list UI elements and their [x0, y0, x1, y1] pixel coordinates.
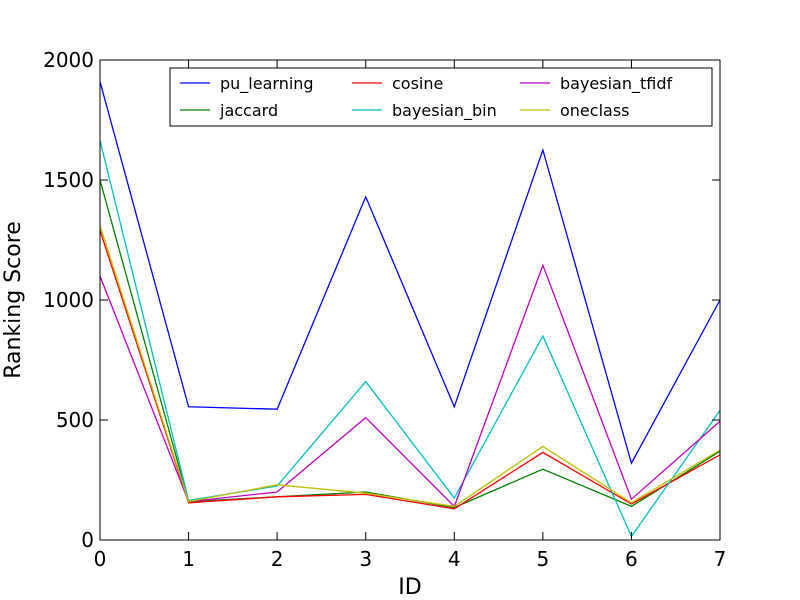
series-line-pu_learning: [99, 81, 721, 465]
legend-label-bayesian_bin: bayesian_bin: [392, 101, 497, 121]
series-line-oneclass: [99, 225, 721, 508]
x-tick-label: 4: [448, 547, 461, 571]
y-tick-label: 1500: [43, 168, 94, 192]
series-line-bayesian_tfidf: [99, 263, 721, 508]
y-tick-label: 500: [56, 408, 94, 432]
x-tick-label: 7: [714, 547, 727, 571]
legend-label-jaccard: jaccard: [219, 101, 278, 120]
y-tick-label: 0: [81, 528, 94, 552]
x-tick-labels: 0 1 2 3 4 5 6 7: [94, 547, 727, 571]
x-tick-label: 5: [536, 547, 549, 571]
plot-frame: [99, 59, 721, 541]
legend-label-bayesian_tfidf: bayesian_tfidf: [560, 74, 673, 94]
x-tick-label: 2: [271, 547, 284, 571]
y-tick-label: 1000: [43, 288, 94, 312]
series-line-cosine: [99, 230, 721, 510]
y-axis-label: Ranking Score: [1, 221, 26, 379]
legend-box: [169, 67, 713, 127]
y-tick-label: 2000: [43, 48, 94, 72]
x-tick-label: 6: [625, 547, 638, 571]
plot-background: [100, 60, 720, 540]
legend-label-cosine: cosine: [392, 74, 443, 93]
series-lines: [99, 81, 721, 538]
legend-label-oneclass: oneclass: [560, 101, 630, 120]
x-axis-label: ID: [398, 575, 421, 600]
legend-label-pu_learning: pu_learning: [220, 74, 314, 94]
x-tick-label: 3: [359, 547, 372, 571]
y-tick-labels: 0 500 1000 1500 2000: [43, 48, 94, 552]
x-tick-label: 0: [94, 547, 107, 571]
series-line-bayesian_bin: [99, 140, 721, 538]
x-tick-label: 1: [182, 547, 195, 571]
